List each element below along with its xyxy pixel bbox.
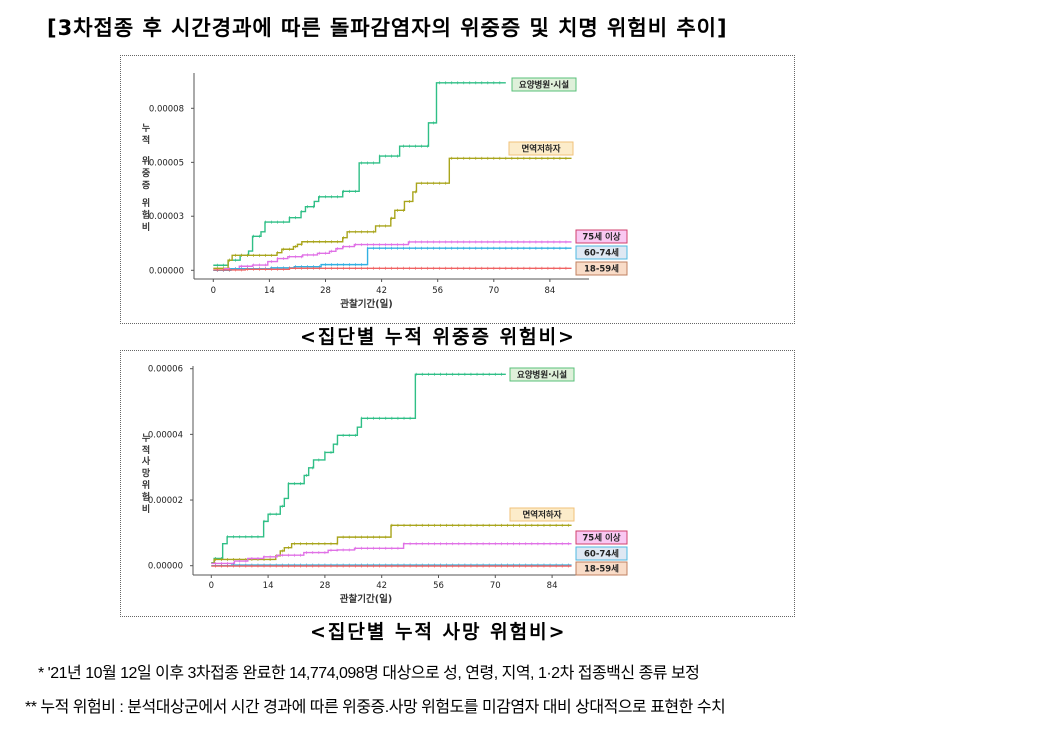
- y-axis-title-char: 적: [142, 444, 150, 456]
- severe-risk-chart-caption: <집단별 누적 위중증 위험비>: [300, 326, 576, 348]
- footnote-2: ** 누적 위험비 : 분석대상군에서 시간 경과에 따른 위중증.사망 위험도…: [25, 699, 726, 716]
- x-tick-label: 56: [433, 581, 444, 591]
- y-axis-title-char: 위: [142, 479, 150, 491]
- severe-risk-chart: 0.00000 0.00003 0.00005 0.00008 0 14 28 42 56 70 8…: [120, 55, 795, 324]
- series-label-box: [508, 141, 574, 156]
- series-label-box: [509, 507, 575, 522]
- series-label: 60-74세: [584, 549, 619, 560]
- series-label: 요양병원·시설: [519, 80, 569, 91]
- y-axis-title-char: 비: [142, 221, 150, 233]
- series-line-3: [213, 247, 572, 271]
- series-label: 요양병원·시설: [517, 370, 567, 381]
- x-axis-title: 관찰기간(일): [340, 593, 392, 605]
- x-tick-label: 14: [264, 286, 275, 296]
- series-label-box: [575, 229, 628, 244]
- y-axis-title-char: 험: [142, 491, 150, 503]
- series-label: 60-74세: [584, 248, 619, 259]
- series-line-2: [211, 543, 572, 565]
- y-tick-label: 0.00003: [149, 212, 184, 222]
- y-axis-title-char: 위: [142, 155, 150, 167]
- series-label-box: [575, 245, 628, 260]
- y-tick-label: 0.00004: [148, 430, 183, 440]
- series-line-2: [213, 241, 572, 271]
- y-axis-title-char: 중: [142, 168, 150, 179]
- y-tick-label: 0.00000: [148, 562, 183, 572]
- x-tick-label: 70: [490, 581, 501, 591]
- y-axis-title-char: 누: [142, 123, 151, 134]
- x-tick-label: 56: [432, 286, 443, 296]
- y-axis-title-char: 위: [142, 197, 150, 209]
- x-axis-title: 관찰기간(일): [340, 298, 392, 310]
- x-tick-label: 42: [376, 286, 387, 296]
- y-axis-title-char: 증: [142, 180, 150, 191]
- series-line-1: [213, 157, 572, 269]
- y-tick-label: 0.00002: [148, 496, 183, 506]
- y-axis-title-char: 누: [142, 433, 151, 444]
- y-axis-title-char: 적: [142, 134, 150, 146]
- severe-risk-chart-svg: 0.00000 0.00003 0.00005 0.00008 0 14 28 42 56 70 8…: [142, 73, 628, 310]
- series-label: 75세 이상: [582, 232, 620, 243]
- y-axis-title-char: 비: [142, 503, 150, 515]
- page-title: [3차접종 후 시간경과에 따른 돌파감염자의 위중증 및 치명 위험비 추이]: [47, 16, 728, 40]
- series-label-box: [575, 261, 628, 276]
- x-tick-label: 84: [547, 581, 558, 591]
- series-label: 75세 이상: [582, 533, 620, 544]
- series-label-box: [511, 77, 577, 92]
- x-tick-label: 42: [376, 581, 387, 591]
- x-tick-label: 28: [320, 286, 331, 296]
- x-tick-label: 14: [263, 581, 274, 591]
- series-label-box: [575, 546, 628, 561]
- footnote-1: * '21년 10월 12일 이후 3차접종 완료한 14,774,098명 대…: [38, 665, 700, 682]
- death-risk-chart-caption: <집단별 누적 사망 위험비>: [310, 621, 567, 643]
- y-tick-label: 0.00005: [149, 158, 184, 168]
- series-label: 면역저하자: [521, 144, 560, 155]
- series-label-box: [575, 561, 628, 576]
- y-tick-label: 0.00000: [149, 266, 184, 276]
- y-tick-label: 0.00008: [149, 104, 184, 114]
- y-axis-title-char: 험: [142, 209, 150, 221]
- y-axis-title-char: 망: [142, 467, 151, 479]
- series-line-0: [213, 82, 506, 266]
- series-line-1: [211, 524, 572, 564]
- death-risk-chart: 0.00000 0.00002 0.00004 0.00006 0 14 28 42 56 70 8…: [120, 350, 795, 617]
- x-tick-label: 0: [211, 286, 216, 296]
- series-label: 면역저하자: [522, 510, 561, 521]
- x-tick-label: 0: [209, 581, 214, 591]
- y-axis-title-char: 사: [142, 455, 151, 467]
- x-tick-label: 84: [544, 286, 555, 296]
- death-risk-chart-svg: 0.00000 0.00002 0.00004 0.00006 0 14 28 42 56 70 8…: [142, 365, 628, 605]
- y-tick-label: 0.00006: [148, 365, 183, 375]
- series-label: 18-59세: [584, 564, 619, 575]
- series-line-0: [211, 373, 506, 564]
- x-tick-label: 70: [488, 286, 499, 296]
- series-label: 18-59세: [584, 264, 619, 275]
- series-label-box: [575, 530, 628, 545]
- series-line-4: [213, 267, 572, 271]
- series-label-box: [509, 367, 575, 382]
- x-tick-label: 28: [319, 581, 330, 591]
